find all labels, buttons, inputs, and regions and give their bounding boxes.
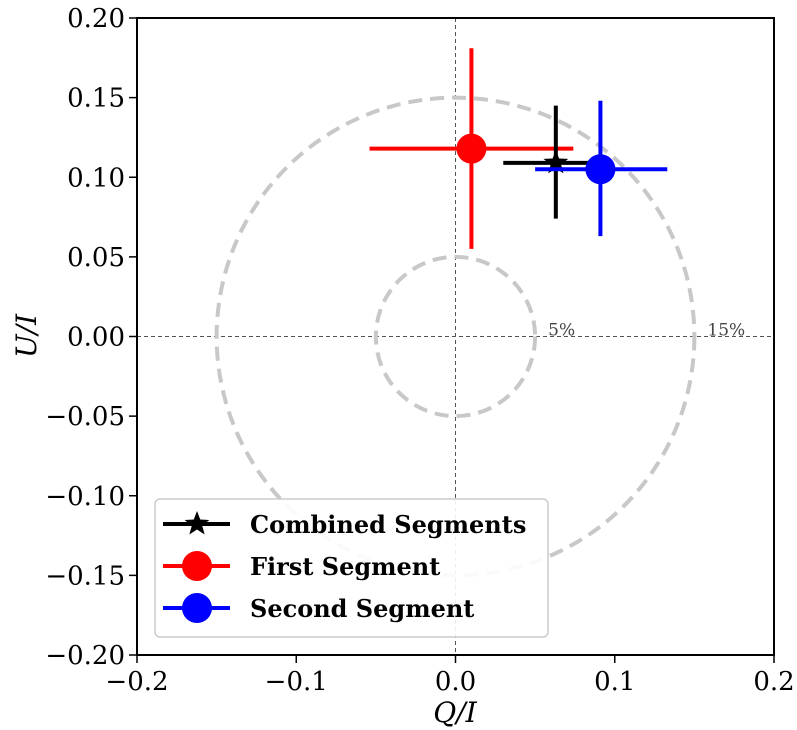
y-tick-label: 0.15 xyxy=(67,84,125,114)
x-tick-label: −0.2 xyxy=(105,667,168,697)
y-tick-label: 0.10 xyxy=(67,163,125,193)
legend-entry: Combined Segments xyxy=(163,510,526,539)
legend-frame xyxy=(154,498,549,638)
legend-star-marker xyxy=(184,511,210,535)
legend-circle-marker xyxy=(182,551,212,581)
legend: Combined Segments First Segment Second Seg… xyxy=(154,498,549,638)
y-tick-label: −0.05 xyxy=(45,402,125,432)
x-tick-label: −0.1 xyxy=(265,667,328,697)
x-tick-label: 0.0 xyxy=(435,667,476,697)
y-tick-label: −0.15 xyxy=(45,561,125,591)
series-second-segment xyxy=(535,100,668,237)
legend-label: Second Segment xyxy=(250,594,474,623)
y-ticks: −0.20 −0.15 −0.10 −0.05 0.00 0.05 0.10 0.15 0.20 xyxy=(45,4,137,671)
series-combined-segments xyxy=(503,105,596,219)
y-tick-label: 0.05 xyxy=(67,243,125,273)
ring-label: 5% xyxy=(548,321,575,341)
y-tick-label: 0.00 xyxy=(67,323,125,353)
legend-circle-marker xyxy=(182,593,212,623)
legend-label: Combined Segments xyxy=(250,510,526,539)
x-tick-label: 0.1 xyxy=(594,667,635,697)
legend-entry: Second Segment xyxy=(163,593,474,623)
y-tick-label: −0.10 xyxy=(45,482,125,512)
legend-label: First Segment xyxy=(250,552,440,581)
x-tick-label: 0.2 xyxy=(753,667,794,697)
ring-5pct xyxy=(373,254,538,419)
series-first-segment xyxy=(369,48,574,249)
data-point-star xyxy=(543,149,569,174)
legend-entry: First Segment xyxy=(163,551,440,581)
reference-lines xyxy=(137,18,774,655)
data-point xyxy=(585,154,616,185)
plot-frame xyxy=(136,17,775,656)
y-tick-label: 0.20 xyxy=(67,4,125,34)
x-axis-label: Q/I xyxy=(433,696,477,729)
data-series xyxy=(369,48,668,249)
x-ticks: −0.2 −0.1 0.0 0.1 0.2 xyxy=(105,655,795,697)
ring-label: 15% xyxy=(707,321,745,341)
y-axis-label: U/I xyxy=(10,313,43,358)
y-tick-label: −0.20 xyxy=(45,641,125,671)
data-point xyxy=(456,133,487,164)
